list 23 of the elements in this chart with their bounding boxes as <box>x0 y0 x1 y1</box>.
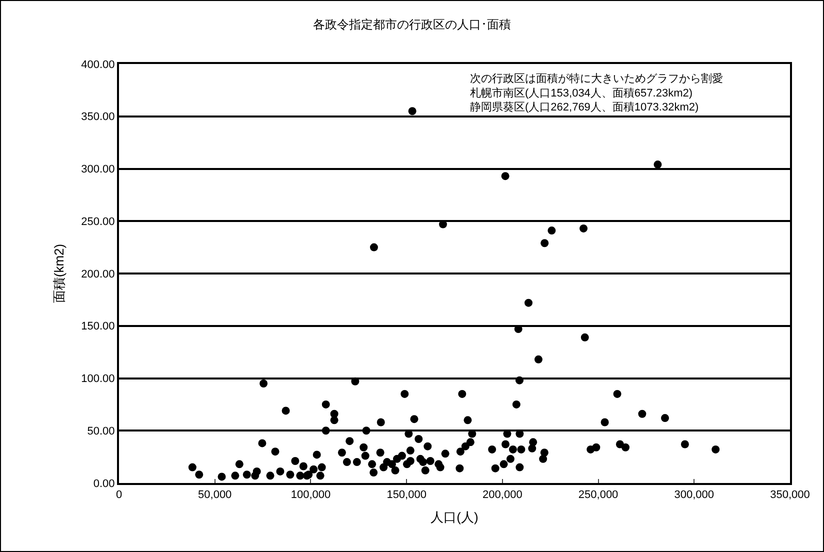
x-tick-label: 0 <box>116 489 122 502</box>
y-tick-label: 150.00 <box>81 320 115 333</box>
y-tick-label: 400.00 <box>81 58 115 71</box>
annotation: 次の行政区は面積が特に大きいためグラフから割愛 <box>470 72 723 85</box>
x-tick-label: 250,000 <box>578 489 618 502</box>
y-tick-label: 350.00 <box>81 111 115 124</box>
x-tick-label: 300,000 <box>674 489 714 502</box>
y-axis-title: 面積(km2) <box>52 244 67 304</box>
y-tick-label: 200.00 <box>81 268 115 280</box>
y-tick-label: 300.00 <box>81 164 115 176</box>
x-axis-title: 人口(人) <box>430 509 478 524</box>
y-tick-label: 250.00 <box>81 216 115 228</box>
y-tick-label: 50.00 <box>87 425 115 438</box>
x-tick-label: 50,000 <box>198 489 232 502</box>
chart-title: 各政令指定都市の行政区の人口･面積 <box>313 18 511 32</box>
x-tick-label: 150,000 <box>386 489 426 502</box>
annotation: 札幌市南区(人口153,034人、面積657.23km2) <box>470 86 693 100</box>
y-tick-label: 0.00 <box>93 478 115 490</box>
y-tick-label: 100.00 <box>81 373 115 386</box>
annotation: 静岡県葵区(人口262,769人、面積1073.32km2) <box>470 100 699 114</box>
x-tick-label: 200,000 <box>482 489 522 502</box>
x-tick-label: 350,000 <box>770 489 810 502</box>
x-tick-label: 100,000 <box>290 489 331 502</box>
